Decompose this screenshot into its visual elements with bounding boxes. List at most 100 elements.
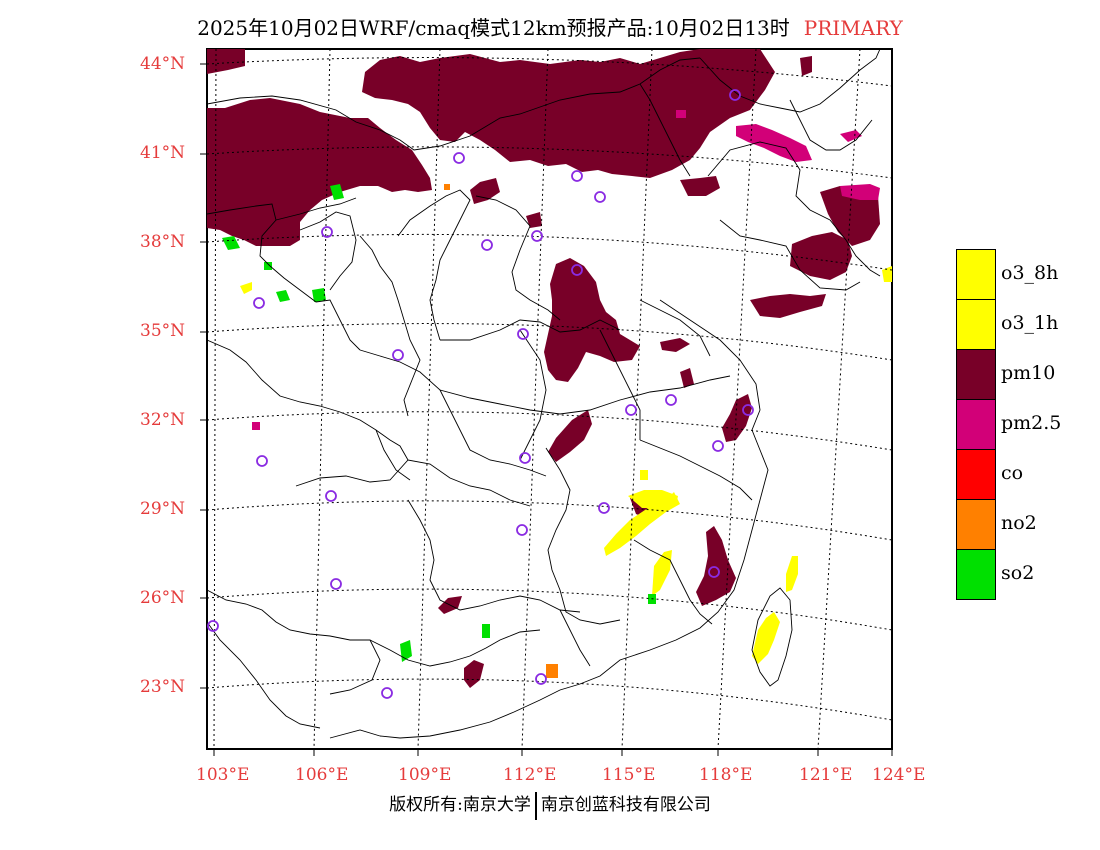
station-marker [729,89,741,101]
station-marker [392,349,404,361]
station-marker [517,328,529,340]
boundary-west-yunnan [207,621,321,729]
title-tag: PRIMARY [803,16,903,40]
o3-jiangxi-band [604,492,680,556]
pm25-liaoning-coast [736,124,812,162]
boundary-guangdong [559,609,591,667]
boundary-hunan [407,499,581,613]
station-marker [571,264,583,276]
lat-label-35: 35°N [140,321,186,341]
graticule [207,49,892,749]
o3-jiangxi-dot [640,470,648,480]
station-marker [535,673,547,685]
boundary-zhejiang [639,439,753,501]
boundary-hubei-hunan [439,389,547,477]
boundaries [207,49,881,739]
chart-title: 2025年10月02日WRF/cmaq模式12km预报产品:10月02日13时 P… [0,12,1100,41]
pm10-shandong-east [750,294,826,318]
station-marker [531,230,543,242]
so2-shaanxi-west [276,290,290,302]
boundary-taiwan [751,587,793,687]
lon-label-121: 121°E [799,765,853,785]
pm25-top-patch [676,110,686,118]
legend: o3_8h o3_1h pm10 pm2.5 co no2 so2 [956,249,1100,600]
footer-separator [534,791,537,820]
legend-item-o3-1h: o3_1h [956,299,1100,350]
station-marker [571,170,583,182]
boundary-bohai-coast [707,141,881,277]
legend-swatch [956,549,996,600]
lon-label-112: 112°E [503,765,557,785]
no2-guangdong [546,664,558,678]
o3-taiwan-north [786,556,798,592]
so2-guangxi-dot [482,624,490,638]
boundary-sichuan [207,339,409,461]
boundary-east-coast [379,299,769,739]
boundary-fujian [633,539,713,625]
boundary-henan [440,319,621,341]
pm10-hebei-patch [526,212,542,228]
legend-item-pm10: pm10 [956,349,1100,400]
legend-swatch [956,499,996,550]
legend-item-co: co [956,449,1100,500]
so2-guangxi [400,640,412,662]
station-marker [594,191,606,203]
boundary-guizhou [295,459,531,507]
pm25-areas [252,110,880,430]
lon-label-103: 103°E [196,765,250,785]
pm10-north-patch [470,178,500,204]
boundary-chongqing [375,429,411,481]
lon-label-109: 109°E [398,765,452,785]
pm25-bohai-patch [840,184,880,200]
legend-item-so2: so2 [956,549,1100,600]
station-marker [207,620,219,632]
o3-east-edge [882,266,892,282]
boundary-gansu [207,203,361,351]
pm10-bohai [820,186,880,246]
station-marker [519,452,531,464]
station-marker [742,404,754,416]
pm25-northeast-patch [840,130,862,142]
station-marker [325,490,337,502]
boundary-hebei [475,195,561,321]
footer-right: 南京创蓝科技有限公司 [540,795,711,815]
boundary-shaanxi [359,235,421,417]
lat-label-23: 23°N [140,677,186,697]
boundary-hainan [329,729,381,739]
lat-label-38: 38°N [140,232,186,252]
boundary-north-border [207,57,701,151]
legend-label: no2 [1001,512,1037,534]
pm10-anhui-patch [660,338,690,352]
pm10-inner-mongolia [362,49,775,178]
legend-swatch [956,449,996,500]
boundary-yunnan [207,589,381,695]
lat-label-41: 41°N [140,143,186,163]
pm10-fujian [696,526,736,606]
lon-label-118: 118°E [699,765,753,785]
legend-item-no2: no2 [956,499,1100,550]
legend-item-o3-8h: o3_8h [956,249,1100,300]
station-marker [481,239,493,251]
so2-shaanxi [312,288,326,302]
boundary-jiangxi [545,447,621,625]
boundary-jilin [789,99,873,151]
station-marker [253,297,265,309]
boundary-mid-central [519,329,547,461]
legend-label: o3_1h [1001,312,1059,334]
footer-left: 版权所有:南京大学 [389,795,531,815]
lat-label-32: 32°N [140,410,186,430]
station-marker [256,455,268,467]
station-marker [625,404,637,416]
pm10-areas [207,49,880,688]
so2-areas [222,184,656,662]
o3-areas [240,266,892,664]
legend-swatch [956,399,996,450]
lat-ticks [200,63,207,689]
pm10-northwest-area [207,98,432,246]
boundary-guangxi [369,629,541,667]
lon-label-124: 124°E [872,765,926,785]
lon-label-106: 106°E [295,765,349,785]
station-marker [598,502,610,514]
legend-item-pm25: pm2.5 [956,399,1100,450]
